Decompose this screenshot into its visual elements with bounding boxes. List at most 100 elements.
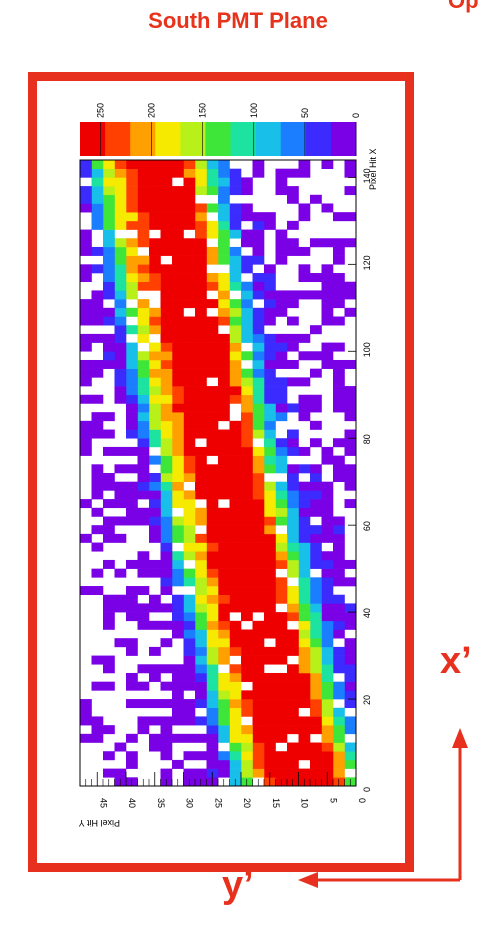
heatmap-cell <box>299 212 311 221</box>
heatmap-cell <box>184 238 196 247</box>
heatmap-cell <box>264 543 276 552</box>
heatmap-cell <box>276 508 288 517</box>
color-scale-tick-label: 250 <box>95 103 105 118</box>
heatmap-cell <box>161 638 173 647</box>
heatmap-cell <box>264 412 276 421</box>
heatmap-cell <box>184 751 196 760</box>
heatmap-cell <box>264 534 276 543</box>
heatmap-cell <box>92 508 104 517</box>
heatmap-cell <box>345 760 357 769</box>
heatmap-cell <box>161 343 173 352</box>
heatmap-cell <box>161 273 173 282</box>
heatmap-cell <box>299 447 311 456</box>
heatmap-cell <box>241 412 253 421</box>
heatmap-cell <box>345 751 357 760</box>
heatmap-cell <box>333 682 345 691</box>
heatmap-cell <box>161 464 173 473</box>
heatmap-cell <box>322 456 334 465</box>
heatmap-cell <box>195 751 207 760</box>
heatmap-cell <box>264 760 276 769</box>
heatmap-cell <box>80 273 92 282</box>
color-scale-segment <box>105 122 131 156</box>
heatmap-cell <box>149 508 161 517</box>
heatmap-cell <box>172 630 184 639</box>
heatmap-cell <box>184 264 196 273</box>
heatmap-cell <box>264 743 276 752</box>
heatmap-cell <box>276 438 288 447</box>
x-axis-tick-label: 20 <box>362 695 372 705</box>
heatmap-cell <box>287 603 299 612</box>
heatmap-cell <box>126 490 138 499</box>
heatmap-cell <box>207 369 219 378</box>
heatmap-cell <box>195 551 207 560</box>
heatmap-cell <box>149 360 161 369</box>
heatmap-cell <box>253 351 265 360</box>
heatmap-cell <box>264 395 276 404</box>
heatmap-cell <box>253 290 265 299</box>
heatmap-cell <box>218 186 230 195</box>
heatmap-cell <box>230 421 242 430</box>
heatmap-cell <box>345 716 357 725</box>
heatmap-cell <box>161 177 173 186</box>
heatmap-cell <box>264 586 276 595</box>
heatmap-cell <box>287 430 299 439</box>
heatmap-cell <box>287 690 299 699</box>
heatmap-cell <box>287 516 299 525</box>
heatmap-cell <box>322 282 334 291</box>
heatmap-cell <box>138 169 150 178</box>
heatmap-cell <box>241 551 253 560</box>
heatmap-cell <box>195 543 207 552</box>
heatmap-cell <box>80 247 92 256</box>
heatmap-cell <box>172 221 184 230</box>
heatmap-cell <box>80 238 92 247</box>
heatmap-cell <box>333 256 345 265</box>
heatmap-cell <box>172 230 184 239</box>
heatmap-cell <box>345 438 357 447</box>
heatmap-cell <box>322 273 334 282</box>
heatmap-cell <box>322 290 334 299</box>
heatmap-cell <box>253 490 265 499</box>
heatmap-cell <box>115 195 127 204</box>
heatmap-cell <box>92 299 104 308</box>
heatmap-cell <box>149 430 161 439</box>
heatmap-cell <box>230 447 242 456</box>
heatmap-cell <box>92 482 104 491</box>
heatmap-cell <box>333 743 345 752</box>
heatmap-cell <box>92 212 104 221</box>
heatmap-cell <box>103 334 115 343</box>
heatmap-cell <box>310 490 322 499</box>
heatmap-cell <box>253 760 265 769</box>
heatmap-cell <box>264 673 276 682</box>
heatmap-cell <box>230 499 242 508</box>
heatmap-cell <box>230 690 242 699</box>
color-scale: 050100150200250 <box>80 103 361 156</box>
heatmap-cell <box>287 377 299 386</box>
color-scale-segment <box>306 122 332 156</box>
heatmap-cell <box>264 630 276 639</box>
heatmap-cell <box>287 743 299 752</box>
heatmap-cell <box>241 760 253 769</box>
heatmap-cell <box>299 621 311 630</box>
heatmap-cell <box>103 282 115 291</box>
color-scale-tick-label: 0 <box>351 113 361 118</box>
heatmap-cell <box>218 525 230 534</box>
heatmap-cell <box>126 595 138 604</box>
heatmap-cell <box>253 664 265 673</box>
heatmap-cell <box>241 395 253 404</box>
heatmap-cell <box>230 438 242 447</box>
heatmap-cell <box>264 690 276 699</box>
x-axis-tick-label: 0 <box>362 787 372 792</box>
heatmap-cell <box>207 690 219 699</box>
heatmap-cell <box>172 395 184 404</box>
x-prime-arrowhead <box>452 728 468 748</box>
heatmap-cell <box>138 177 150 186</box>
heatmap-cell <box>322 160 334 169</box>
heatmap-cell <box>322 264 334 273</box>
heatmap-cell <box>184 508 196 517</box>
heatmap-cell <box>207 525 219 534</box>
y-axis-tick-label: 40 <box>127 798 137 808</box>
heatmap-cell <box>322 682 334 691</box>
heatmap-cell <box>149 621 161 630</box>
heatmap-cell <box>310 690 322 699</box>
heatmap-cell <box>287 664 299 673</box>
